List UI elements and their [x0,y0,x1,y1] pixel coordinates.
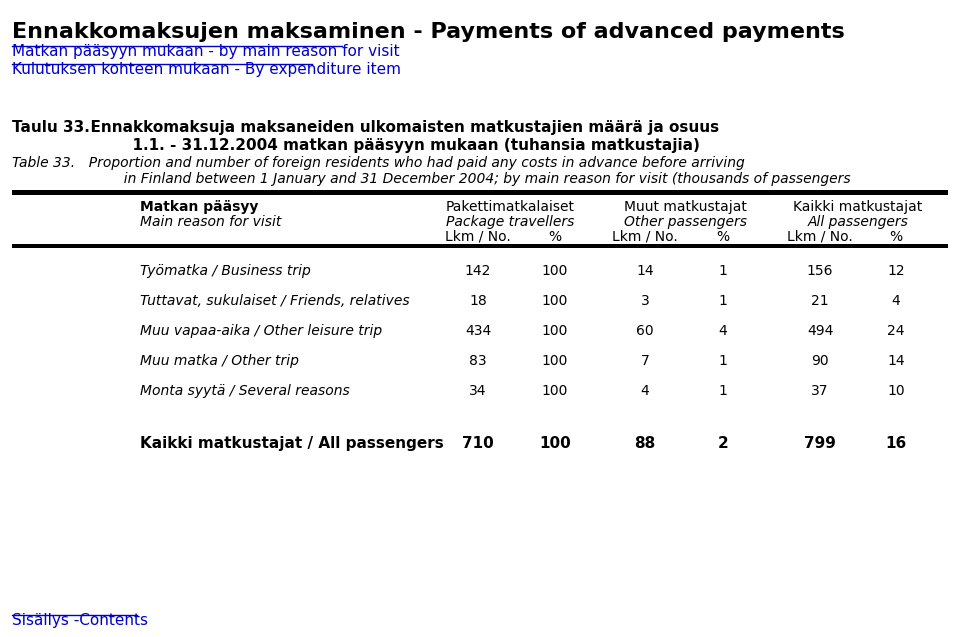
Bar [12,244,948,248]
Text: Main reason for visit: Main reason for visit [140,215,281,229]
Text: Tuttavat, sukulaiset / Friends, relatives: Tuttavat, sukulaiset / Friends, relative… [140,294,410,308]
Text: Lkm / No.: Lkm / No. [787,230,852,244]
Text: 14: 14 [636,264,654,278]
Text: 21: 21 [811,294,828,308]
Text: 100: 100 [541,324,568,338]
Text: 100: 100 [541,354,568,368]
Text: 100: 100 [541,384,568,398]
Text: 1: 1 [719,264,728,278]
Text: Other passengers: Other passengers [623,215,747,229]
Text: 100: 100 [540,436,571,451]
Text: in Finland between 1 January and 31 December 2004; by main reason for visit (tho: in Finland between 1 January and 31 Dece… [80,172,851,186]
Text: Työmatka / Business trip: Työmatka / Business trip [140,264,311,278]
Text: 1: 1 [719,354,728,368]
Text: 60: 60 [636,324,654,338]
Text: Matkan pääsyyn mukaan - by main reason for visit: Matkan pääsyyn mukaan - by main reason f… [12,44,399,59]
Text: Matkan pääsyy: Matkan pääsyy [140,200,258,214]
Text: Proportion and number of foreign residents who had paid any costs in advance bef: Proportion and number of foreign residen… [80,156,745,170]
Text: 3: 3 [640,294,649,308]
Text: 12: 12 [887,264,905,278]
Text: 16: 16 [885,436,906,451]
Text: 90: 90 [811,354,828,368]
Text: 434: 434 [465,324,492,338]
Text: Kaikki matkustajat / All passengers: Kaikki matkustajat / All passengers [140,436,444,451]
Text: 37: 37 [811,384,828,398]
Text: 100: 100 [541,294,568,308]
Text: 710: 710 [462,436,493,451]
Bar [12,190,948,195]
Text: Muu matka / Other trip: Muu matka / Other trip [140,354,299,368]
Text: Taulu 33.: Taulu 33. [12,120,90,135]
Text: 88: 88 [635,436,656,451]
Text: Package travellers: Package travellers [445,215,574,229]
Text: Lkm / No.: Lkm / No. [445,230,511,244]
Text: 4: 4 [719,324,728,338]
Text: Sisällys -Contents: Sisällys -Contents [12,613,148,628]
Text: 1: 1 [719,384,728,398]
Text: 142: 142 [465,264,492,278]
Text: 14: 14 [887,354,905,368]
Text: 1.1. - 31.12.2004 matkan pääsyyn mukaan (tuhansia matkustajia): 1.1. - 31.12.2004 matkan pääsyyn mukaan … [80,138,700,153]
Text: 156: 156 [806,264,833,278]
Text: %: % [548,230,562,244]
Text: 24: 24 [887,324,904,338]
Text: Muut matkustajat: Muut matkustajat [624,200,747,214]
Text: 4: 4 [892,294,900,308]
Text: 100: 100 [541,264,568,278]
Text: 83: 83 [469,354,487,368]
Text: Ennakkomaksujen maksaminen - Payments of advanced payments: Ennakkomaksujen maksaminen - Payments of… [12,22,845,42]
Text: 494: 494 [806,324,833,338]
Text: 4: 4 [640,384,649,398]
Text: Kulutuksen kohteen mukaan - By expenditure item: Kulutuksen kohteen mukaan - By expenditu… [12,62,401,77]
Text: 2: 2 [718,436,729,451]
Text: Monta syytä / Several reasons: Monta syytä / Several reasons [140,384,349,398]
Text: All passengers: All passengers [807,215,908,229]
Text: 18: 18 [469,294,487,308]
Text: %: % [889,230,902,244]
Text: 7: 7 [640,354,649,368]
Text: %: % [716,230,730,244]
Text: Pakettimatkalaiset: Pakettimatkalaiset [445,200,574,214]
Text: 34: 34 [469,384,487,398]
Text: Lkm / No.: Lkm / No. [612,230,678,244]
Text: Muu vapaa-aika / Other leisure trip: Muu vapaa-aika / Other leisure trip [140,324,382,338]
Text: Ennakkomaksuja maksaneiden ulkomaisten matkustajien määrä ja osuus: Ennakkomaksuja maksaneiden ulkomaisten m… [80,120,719,135]
Text: Table 33.: Table 33. [12,156,75,170]
Text: 799: 799 [804,436,836,451]
Text: Kaikki matkustajat: Kaikki matkustajat [793,200,923,214]
Text: 10: 10 [887,384,905,398]
Text: 1: 1 [719,294,728,308]
